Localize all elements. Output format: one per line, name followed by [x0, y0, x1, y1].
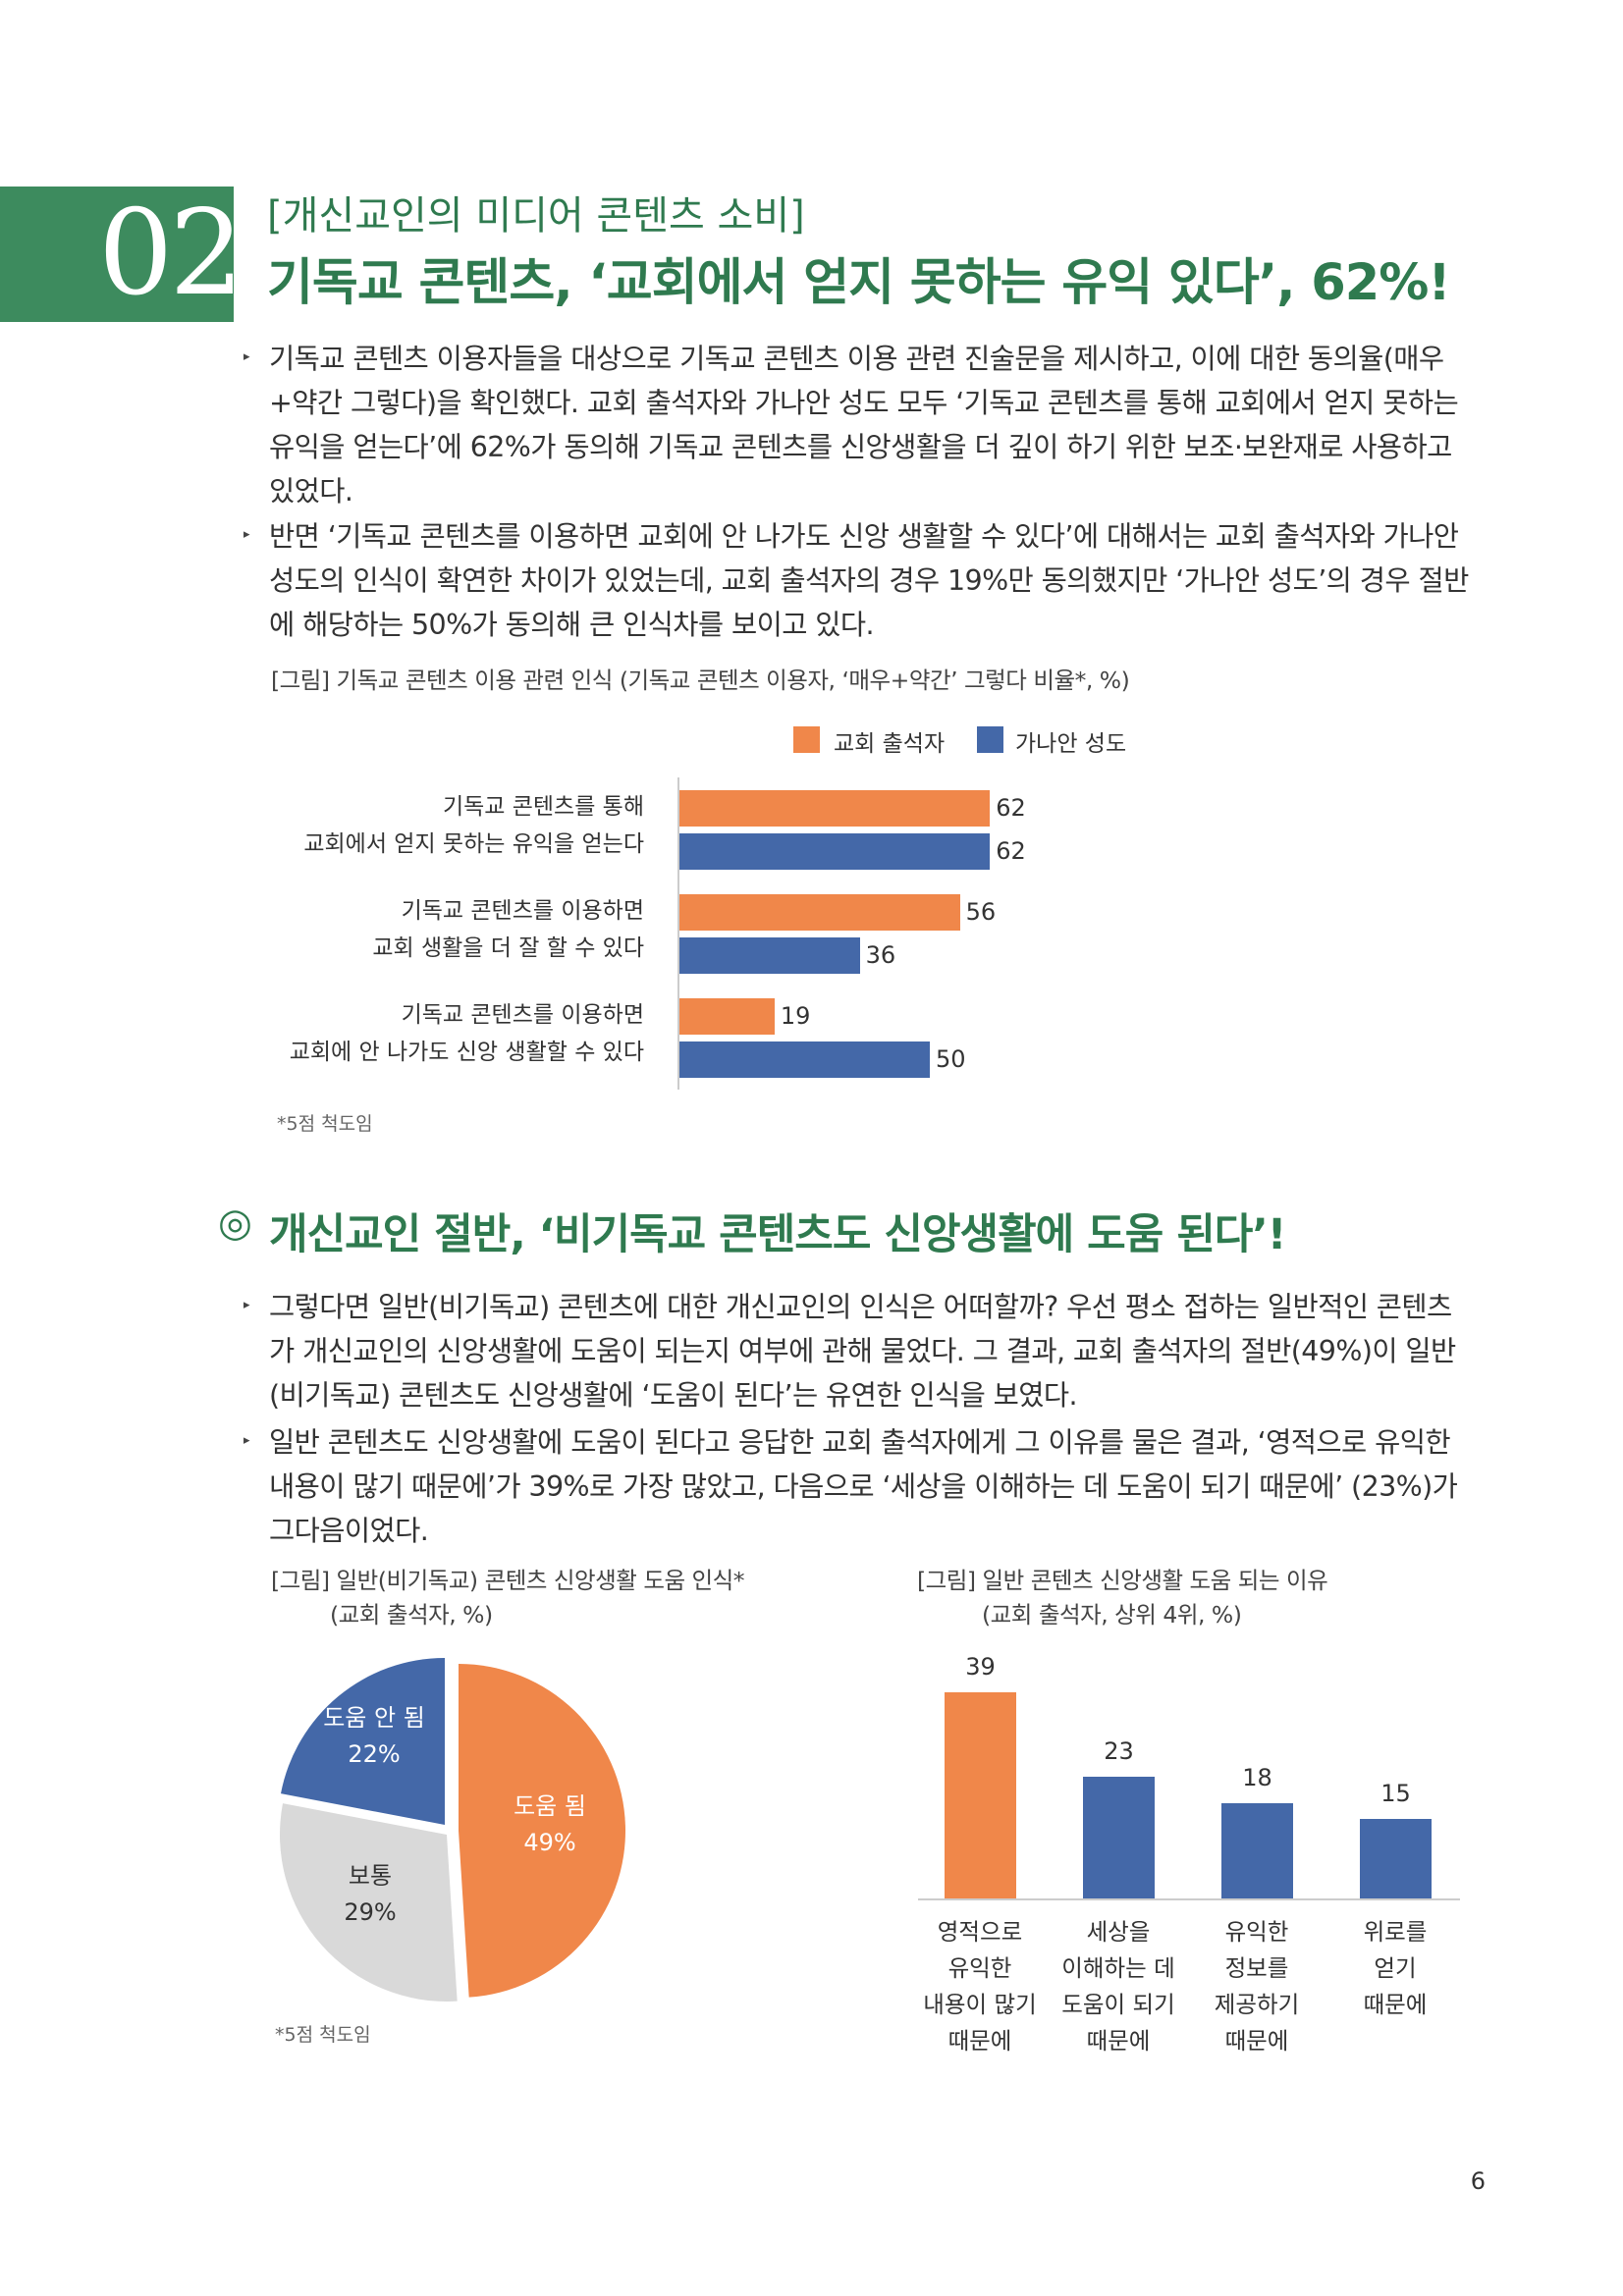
bar-caption-sub: (교회 출석자, 상위 4위, %) [982, 1601, 1242, 1629]
pie-label-not-helpful: 도움 안 됨 22% [307, 1700, 441, 1773]
section-kicker: [개신교인의 미디어 콘텐츠 소비] [267, 193, 805, 239]
category-line: 이해하는 데 [1061, 1954, 1175, 1982]
bar-value-label: 18 [1242, 1764, 1272, 1792]
category-line: 위로를 [1363, 1918, 1428, 1946]
category-label: 유익한 정보를 제공하기 때문에 [1183, 1914, 1330, 2059]
double-circle-icon: ◎ [218, 1201, 252, 1246]
bar-value-label: 62 [996, 837, 1026, 865]
category-line: 영적으로 [937, 1918, 1023, 1946]
category-line: 세상을 [1086, 1918, 1151, 1946]
pie-label-text: 도움 됨 [514, 1792, 586, 1820]
page-title: 기독교 콘텐츠, ‘교회에서 얻지 못하는 유익 있다’, 62%! [267, 254, 1451, 312]
paragraph-1: 기독교 콘텐츠 이용자들을 대상으로 기독교 콘텐츠 이용 관련 진술문을 제시… [269, 343, 1459, 507]
bar-value-label: 23 [1104, 1737, 1134, 1766]
bar-caption: [그림] 일반 콘텐츠 신앙생활 도움 되는 이유 [917, 1567, 1328, 1594]
chart-baseline [918, 1898, 1460, 1900]
pie-label-helpful: 도움 됨 49% [501, 1789, 599, 1861]
bar-canaan-3 [679, 1041, 930, 1078]
category-line: 유익한 [1224, 1918, 1289, 1946]
bar-value-label: 56 [965, 898, 997, 926]
bar-value-label: 50 [936, 1045, 966, 1073]
figure-caption: [그림] 기독교 콘텐츠 이용 관련 인식 (기독교 콘텐츠 이용자, ‘매우+… [271, 667, 1130, 694]
chart-axis-line [677, 777, 679, 1090]
pie-label-value: 29% [344, 1898, 397, 1926]
category-label: 기독교 콘텐츠를 이용하면 [401, 1002, 644, 1028]
category-line: 도움이 되기 [1061, 1991, 1175, 2018]
pie-chart [280, 1658, 625, 2002]
pie-caption-sub: (교회 출석자, %) [330, 1601, 493, 1629]
bullet-icon: ▸ [243, 349, 250, 364]
bar-value-label: 36 [865, 941, 896, 969]
pie-label-neutral: 보통 29% [321, 1858, 419, 1931]
bar-value-label: 62 [996, 794, 1026, 822]
pie-label-value: 49% [523, 1829, 576, 1856]
pie-label-text: 도움 안 됨 [323, 1704, 425, 1732]
scale-note: *5점 척도임 [275, 2024, 371, 2046]
category-label: 기독교 콘텐츠를 이용하면 [401, 898, 644, 924]
category-line: 때문에 [1363, 1991, 1428, 2018]
bar-attending-2 [679, 894, 960, 931]
paragraph-4: 일반 콘텐츠도 신앙생활에 도움이 된다고 응답한 교회 출석자에게 그 이유를… [269, 1426, 1458, 1547]
section-title: 개신교인 절반, ‘비기독교 콘텐츠도 신앙생활에 도움 된다’! [269, 1210, 1286, 1259]
pie-label-value: 22% [348, 1740, 401, 1768]
category-line: 때문에 [947, 2027, 1012, 2055]
bar-canaan-1 [679, 833, 991, 870]
bar-value-label: 19 [780, 1002, 811, 1030]
category-line: 때문에 [1224, 2027, 1289, 2055]
category-line: 정보를 [1224, 1954, 1289, 1982]
bar-attending-1 [679, 790, 991, 827]
page-number: 6 [1470, 2167, 1486, 2195]
paragraph-3: 그렇다면 일반(비기독교) 콘텐츠에 대한 개신교인의 인식은 어떠할까? 우선… [269, 1291, 1456, 1412]
bar-value-label: 15 [1380, 1780, 1411, 1808]
category-line: 유익한 [947, 1954, 1012, 1982]
bar-reason-1 [945, 1692, 1016, 1898]
bar-value-label: 39 [965, 1653, 996, 1681]
category-label: 세상을 이해하는 데 도움이 되기 때문에 [1045, 1914, 1192, 2059]
bar-reason-2 [1083, 1777, 1155, 1898]
bar-attending-3 [679, 998, 775, 1035]
legend-swatch-attending [793, 726, 820, 753]
bullet-icon: ▸ [243, 1433, 250, 1448]
pie-caption: [그림] 일반(비기독교) 콘텐츠 신앙생활 도움 인식* [271, 1567, 745, 1594]
category-label: 영적으로 유익한 내용이 많기 때문에 [906, 1914, 1054, 2059]
paragraph-2: 반면 ‘기독교 콘텐츠를 이용하면 교회에 안 나가도 신앙 생활할 수 있다’… [269, 520, 1469, 641]
category-label: 위로를 얻기 때문에 [1322, 1914, 1469, 2023]
section-number-block [0, 187, 234, 322]
legend-swatch-canaan [977, 726, 1003, 753]
category-line: 얻기 [1374, 1954, 1417, 1982]
pie-slice-not-helpful [281, 1658, 445, 1825]
legend-label-attending: 교회 출석자 [834, 731, 946, 757]
bullet-icon: ▸ [243, 527, 250, 542]
category-label: 기독교 콘텐츠를 통해 [442, 794, 644, 820]
bullet-icon: ▸ [243, 1298, 250, 1312]
category-label: 교회에서 얻지 못하는 유익을 얻는다 [303, 831, 644, 857]
pie-slice-neutral [280, 1803, 458, 2002]
category-label: 교회 생활을 더 잘 할 수 있다 [372, 935, 644, 961]
section-number: 02 [98, 186, 244, 322]
legend-label-canaan: 가나안 성도 [1015, 731, 1127, 757]
pie-slice-helpful [459, 1664, 625, 1998]
bar-canaan-2 [679, 937, 860, 974]
scale-note: *5점 척도임 [277, 1113, 373, 1135]
category-line: 내용이 많기 [923, 1991, 1037, 2018]
category-line: 제공하기 [1214, 1991, 1300, 2018]
pie-label-text: 보통 [348, 1862, 393, 1890]
category-line: 때문에 [1086, 2027, 1151, 2055]
category-label: 교회에 안 나가도 신앙 생활할 수 있다 [289, 1040, 644, 1065]
bar-reason-3 [1221, 1803, 1293, 1898]
bar-reason-4 [1360, 1819, 1432, 1898]
